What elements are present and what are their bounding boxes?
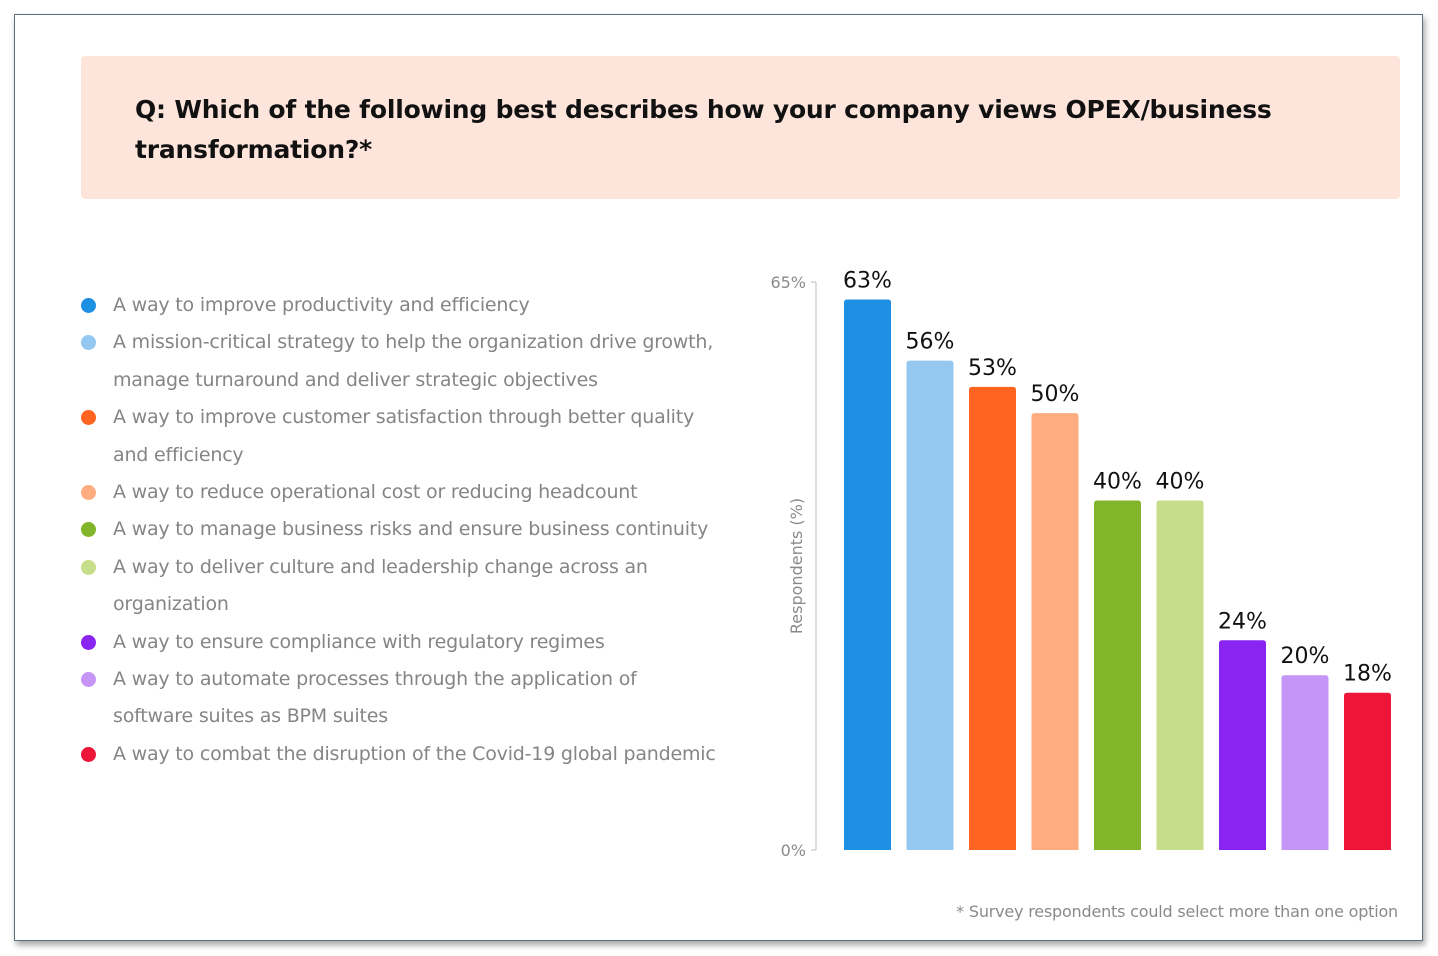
bar-value-label: 53%: [968, 356, 1017, 381]
legend-label: A way to deliver culture and leadership …: [113, 555, 648, 616]
bar: [969, 386, 1016, 850]
bar: [844, 299, 891, 850]
legend-label: A way to automate processes through the …: [113, 668, 637, 728]
bar-value-label: 24%: [1218, 609, 1267, 634]
question-text: Q: Which of the following best describes…: [135, 95, 1272, 164]
bar: [1344, 692, 1391, 850]
legend-item: A mission-critical strategy to help the …: [81, 324, 721, 399]
bar-value-label: 63%: [843, 268, 892, 293]
bar-value-label: 40%: [1156, 469, 1205, 494]
bar: [1156, 500, 1204, 850]
bar-value-label: 50%: [1031, 382, 1080, 407]
footnote: * Survey respondents could select more t…: [956, 902, 1398, 921]
legend-item: A way to improve productivity and effici…: [81, 287, 721, 324]
bar: [1094, 500, 1141, 850]
legend-dot-icon: [81, 410, 96, 426]
legend-dot-icon: [81, 746, 96, 762]
legend-item: A way to automate processes through the …: [81, 661, 721, 736]
legend-label: A mission-critical strategy to help the …: [113, 331, 714, 391]
legend-dot-icon: [81, 522, 96, 538]
question-banner: Q: Which of the following best describes…: [81, 56, 1400, 199]
y-axis-title: Respondents (%): [787, 498, 806, 634]
legend-item: A way to reduce operational cost or redu…: [81, 474, 721, 511]
legend-label: A way to reduce operational cost or redu…: [113, 481, 638, 504]
bar-chart: 0% 65% Respondents (%) 63% 56% 53% 50% 40% 40% 24…: [770, 268, 1392, 860]
bar: [1031, 413, 1079, 850]
legend-item: A way to deliver culture and leadership …: [81, 549, 721, 624]
legend-dot-icon: [81, 485, 96, 501]
bar: [906, 360, 954, 850]
bar: [1281, 675, 1329, 850]
legend-item: A way to manage business risks and ensur…: [81, 511, 721, 548]
legend-item: A way to improve customer satisfaction t…: [81, 399, 721, 474]
legend-label: A way to manage business risks and ensur…: [113, 518, 709, 541]
legend-dot-icon: [81, 672, 96, 688]
y-tick-label: 0%: [781, 841, 806, 860]
legend-dot-icon: [81, 634, 96, 650]
legend-label: A way to ensure compliance with regulato…: [113, 630, 605, 653]
legend-item: A way to combat the disruption of the Co…: [81, 736, 721, 773]
legend-label: A way to improve productivity and effici…: [113, 294, 530, 316]
bar: [1219, 640, 1266, 850]
legend-dot-icon: [81, 335, 96, 351]
legend-label: A way to improve customer satisfaction t…: [113, 406, 695, 466]
bar-value-label: 56%: [906, 330, 955, 355]
chart-legend: A way to improve productivity and effici…: [81, 287, 721, 773]
legend-label: A way to combat the disruption of the Co…: [113, 742, 716, 765]
y-tick-label: 65%: [770, 273, 806, 292]
legend-dot-icon: [81, 559, 96, 575]
bar-value-label: 18%: [1343, 662, 1392, 687]
legend-dot-icon: [81, 298, 96, 313]
legend-item: A way to ensure compliance with regulato…: [81, 624, 721, 661]
bar-value-label: 20%: [1281, 644, 1330, 669]
survey-card: Q: Which of the following best describes…: [14, 14, 1423, 941]
bar-value-label: 40%: [1093, 469, 1142, 494]
